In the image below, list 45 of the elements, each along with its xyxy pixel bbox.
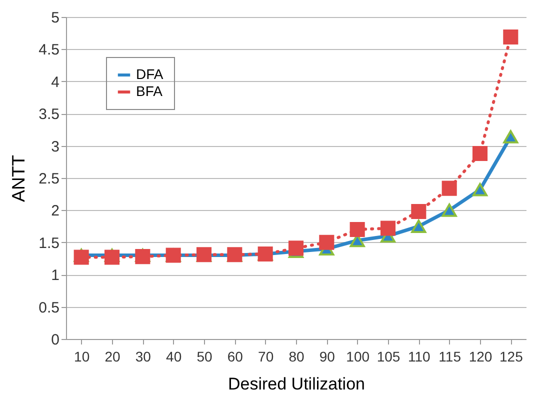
point (472, 146, 488, 162)
x-tick-label: 50 (196, 348, 212, 364)
x-tick-label: 120 (468, 348, 492, 364)
x-tick-label: 100 (346, 348, 370, 364)
point (442, 180, 457, 196)
x-tick-label: 125 (499, 348, 524, 364)
x-tick-label: 105 (376, 348, 400, 364)
x-tick-label: 110 (408, 348, 431, 364)
y-tick-label: 1.5 (38, 234, 60, 252)
x-tick-label: 60 (227, 348, 244, 364)
legend-label: DFA (136, 66, 164, 82)
point (288, 240, 304, 256)
x-tick-label: 30 (135, 348, 152, 364)
point (74, 250, 89, 265)
x-tick-label: 90 (319, 348, 336, 364)
x-tick-label: 40 (166, 348, 182, 364)
point (503, 130, 518, 144)
y-tick-label: 3 (51, 138, 60, 156)
y-axis-title: ANTT (8, 155, 29, 202)
point (350, 222, 365, 238)
point (135, 249, 150, 264)
y-tick-label: 2.5 (38, 170, 60, 188)
point (411, 204, 426, 220)
x-tick-label: 20 (104, 348, 120, 364)
y-tick-label: 4.5 (38, 42, 60, 59)
point (442, 204, 457, 217)
x-tick-label: 70 (258, 348, 274, 364)
point (472, 182, 488, 196)
x-tick-label: 115 (438, 348, 462, 364)
y-tick-label: 0.5 (38, 299, 60, 316)
point (319, 234, 334, 250)
x-tick-label: 10 (74, 348, 90, 364)
point (503, 29, 518, 44)
y-tick-label: 2 (51, 202, 60, 220)
y-tick-label: 0 (51, 332, 60, 348)
y-tick-label: 4 (51, 74, 60, 91)
legend-label: BFA (136, 83, 164, 99)
point (380, 220, 396, 236)
y-tick-label: 3.5 (38, 106, 60, 124)
x-tick-label: 80 (288, 348, 304, 364)
point (104, 250, 120, 265)
point (411, 220, 426, 233)
x-axis-title: Desired Utilization (228, 374, 365, 394)
y-tick-label: 5 (51, 10, 60, 26)
y-tick-label: 1 (51, 267, 60, 284)
